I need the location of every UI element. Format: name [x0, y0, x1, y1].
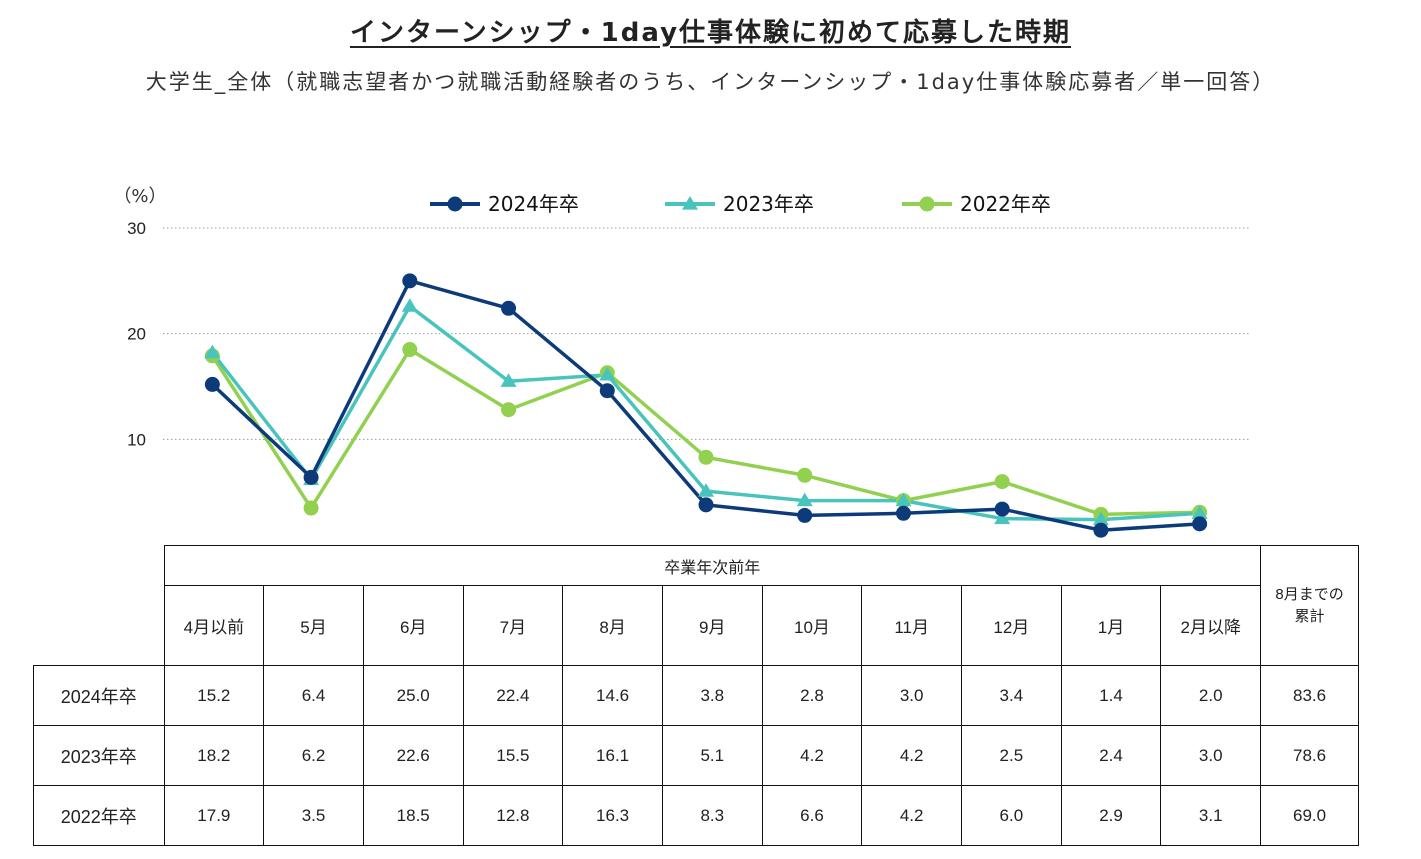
table-cell: 4.2: [761, 725, 863, 786]
data-point: [204, 344, 221, 359]
table-cell: 22.4: [462, 665, 564, 726]
table-cell: 12.8: [462, 785, 564, 846]
table-cumulative-cell: 69.0: [1260, 785, 1360, 846]
y-tick-label: 10: [127, 430, 146, 449]
table-cell: 2.5: [961, 725, 1062, 786]
table-cell: 6.6: [761, 785, 863, 846]
table-row: 2023年卒 18.2 6.2 22.6 15.5 16.1 5.1 4.2 4.2 2.5 2.4…: [33, 725, 1360, 786]
data-point: [994, 474, 1010, 490]
data-point: [895, 505, 911, 521]
table-cell: 2.4: [1060, 725, 1162, 786]
line-chart: （%） 10 20 30 2024年卒 2023年卒 2022年卒: [113, 186, 1249, 538]
data-point: [501, 300, 517, 316]
data-point: [1093, 522, 1109, 538]
data-point: [698, 449, 714, 465]
legend-label: 2023年卒: [723, 192, 814, 216]
table-cell: 3.0: [1160, 725, 1262, 786]
table-cell: 6.0: [961, 785, 1062, 846]
table-column-header: 7月: [462, 585, 564, 666]
legend-label: 2024年卒: [488, 192, 579, 216]
table-cell: 17.9: [163, 785, 265, 846]
table-cell: 2.8: [761, 665, 863, 726]
table-column-header: 5月: [263, 585, 364, 666]
table-cell: 1.4: [1060, 665, 1162, 726]
table-row: 2022年卒 17.9 3.5 18.5 12.8 16.3 8.3 6.6 4.2 6.0 2.9…: [33, 785, 1360, 846]
table-cell: 14.6: [562, 665, 663, 726]
table-cell: 18.2: [163, 725, 265, 786]
table-cell: 16.3: [562, 785, 663, 846]
table-cell: 2.9: [1060, 785, 1162, 846]
table-cell: 15.5: [462, 725, 564, 786]
table-cell: 16.1: [562, 725, 663, 786]
data-point: [994, 501, 1010, 517]
table-cell: 15.2: [163, 665, 265, 726]
table-cell: 25.0: [362, 665, 464, 726]
table-cell: 4.2: [861, 725, 962, 786]
table-column-header: 6月: [362, 585, 464, 666]
table-column-header: 8月: [562, 585, 663, 666]
data-point: [204, 376, 220, 392]
data-point: [797, 467, 813, 483]
data-point: [698, 497, 714, 513]
table-column-header: 11月: [861, 585, 962, 666]
data-point: [1191, 505, 1208, 519]
data-point: [501, 402, 517, 418]
data-point: [303, 469, 319, 485]
table-row: 2024年卒 15.2 6.4 25.0 22.4 14.6 3.8 2.8 3.0 3.4 1.4…: [33, 665, 1360, 726]
data-point: [994, 510, 1011, 525]
table-cell: 2.0: [1160, 665, 1262, 726]
table-cell: 6.2: [263, 725, 364, 786]
table-cell: 18.5: [362, 785, 464, 846]
legend-marker: [682, 196, 698, 210]
data-point: [500, 373, 517, 387]
table-corner: [34, 546, 165, 666]
table-column-header: 1月: [1060, 585, 1162, 666]
table-cumulative-cell: 83.6: [1260, 665, 1360, 726]
table-column-header: 10月: [761, 585, 863, 666]
cumulative-header-line2: 累計: [1294, 607, 1325, 625]
table-cell: 5.1: [661, 725, 763, 786]
data-point: [401, 298, 418, 312]
data-point: [303, 500, 319, 516]
data-table: 卒業年次前年 8月までの 累計 4月以前 5月 6月 7月 8月 9月 10月 11月 12月 1月 2月…: [33, 545, 1360, 846]
data-point: [599, 366, 616, 381]
table-cell: 8.3: [661, 785, 763, 846]
table-cell: 3.1: [1160, 785, 1262, 846]
table-cell: 3.5: [263, 785, 364, 846]
table-row-header: 2024年卒: [33, 665, 165, 726]
table-cumulative-cell: 78.6: [1260, 725, 1360, 786]
table-cell: 22.6: [362, 725, 464, 786]
table-column-header: 2月以降: [1160, 585, 1262, 666]
table-row-header: 2022年卒: [33, 785, 165, 846]
data-point: [698, 483, 714, 497]
data-point: [895, 492, 912, 507]
chart-title: インターンシップ・1day仕事体験に初めて応募した時期: [349, 18, 1072, 48]
table-column-header: 4月以前: [163, 585, 265, 666]
legend-label: 2022年卒: [960, 192, 1051, 216]
table-column-header: 9月: [661, 585, 763, 666]
table-row-header: 2023年卒: [33, 725, 165, 786]
data-point: [402, 273, 418, 289]
data-point: [1092, 511, 1109, 526]
y-tick-label: 30: [127, 219, 146, 238]
data-point: [402, 342, 418, 358]
data-point: [599, 383, 615, 399]
data-point: [796, 492, 813, 507]
y-tick-label: 20: [127, 325, 146, 344]
table-cell: 3.4: [961, 665, 1062, 726]
legend-marker: [919, 196, 935, 212]
table-group-header: 卒業年次前年: [163, 545, 1262, 586]
legend-marker: [447, 196, 463, 212]
table-cell: 6.4: [263, 665, 364, 726]
table-column-header: 12月: [961, 585, 1062, 666]
cumulative-header-line1: 8月までの: [1275, 585, 1344, 603]
data-point: [797, 507, 813, 523]
table-cell: 3.0: [861, 665, 962, 726]
table-cell: 4.2: [861, 785, 962, 846]
data-point: [1192, 516, 1208, 532]
y-axis-unit-label: （%）: [113, 186, 166, 207]
cumulative-header: 8月までの累計: [1260, 545, 1360, 666]
chart-subtitle: 大学生_全体（就職志望者かつ就職活動経験者のうち、インターンシップ・1day仕事…: [145, 70, 1276, 94]
table-cell: 3.8: [661, 665, 763, 726]
